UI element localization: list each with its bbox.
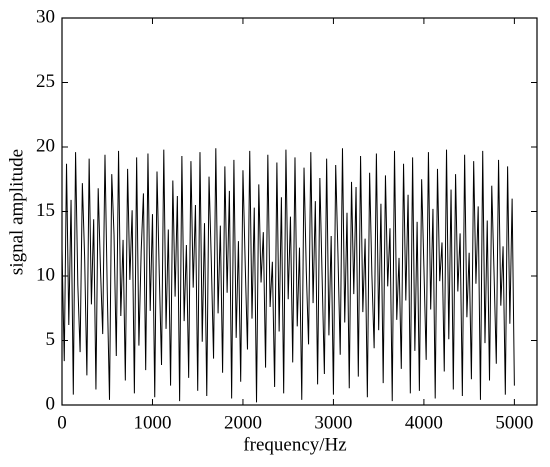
y-tick-label: 5 [46, 329, 56, 350]
data-line [61, 148, 515, 403]
x-axis-label: frequency/Hz [243, 434, 346, 455]
y-axis-label: signal amplitude [6, 149, 27, 275]
x-tick-label: 0 [57, 412, 67, 433]
y-tick-label: 15 [36, 200, 55, 221]
y-tick-label: 10 [36, 264, 55, 285]
x-tick-label: 4000 [405, 412, 443, 433]
x-tick-label: 5000 [495, 412, 533, 433]
x-tick-label: 3000 [314, 412, 352, 433]
x-tick-label: 2000 [224, 412, 262, 433]
y-tick-label: 30 [36, 6, 55, 27]
y-tick-label: 20 [36, 135, 55, 156]
y-tick-label: 25 [36, 71, 55, 92]
x-tick-label: 1000 [133, 412, 171, 433]
y-tick-label: 0 [46, 393, 56, 414]
